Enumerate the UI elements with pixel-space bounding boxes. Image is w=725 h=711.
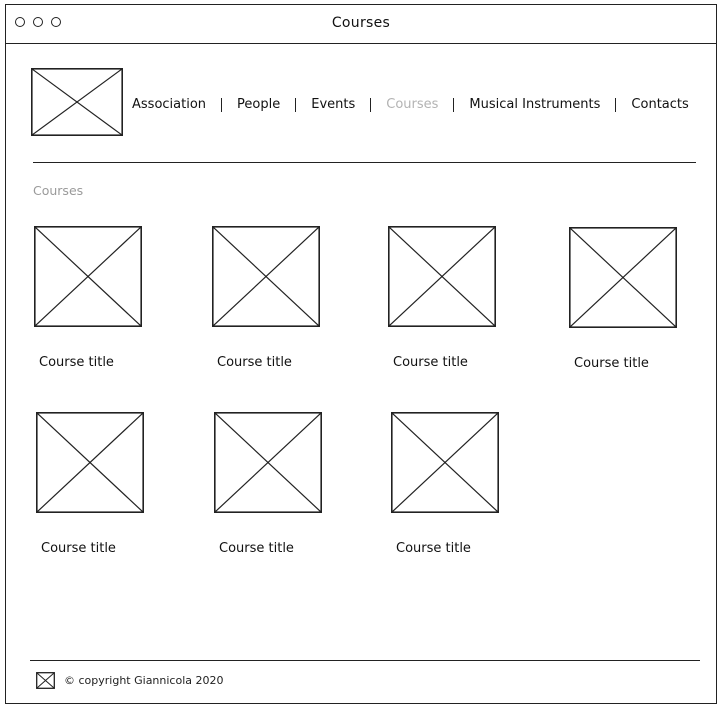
course-title[interactable]: Course title <box>39 355 114 370</box>
header-divider <box>33 162 696 163</box>
window-controls <box>15 17 61 27</box>
course-image[interactable] <box>212 226 321 328</box>
window-title: Courses <box>331 15 391 31</box>
nav-separator <box>295 97 297 112</box>
nav-item-contacts[interactable]: Contacts <box>631 97 689 112</box>
minimize-window-button[interactable] <box>33 17 43 27</box>
course-image[interactable] <box>388 226 497 328</box>
course-image[interactable] <box>214 412 323 514</box>
course-title[interactable]: Course title <box>396 541 471 556</box>
course-image[interactable] <box>34 226 143 328</box>
course-image[interactable] <box>36 412 145 514</box>
course-title[interactable]: Course title <box>393 355 468 370</box>
logo-image[interactable] <box>31 68 124 137</box>
course-title[interactable]: Course title <box>217 355 292 370</box>
nav-item-musical-instruments[interactable]: Musical Instruments <box>469 97 601 112</box>
course-image[interactable] <box>569 227 678 329</box>
footer-logo-image <box>36 672 55 689</box>
nav-separator <box>370 97 372 112</box>
maximize-window-button[interactable] <box>51 17 61 27</box>
nav-item-people[interactable]: People <box>237 97 281 112</box>
window-titlebar: Courses <box>6 5 716 44</box>
nav-item-association[interactable]: Association <box>132 97 207 112</box>
section-title: Courses <box>33 183 84 198</box>
browser-window: Courses Association People Events Course… <box>5 4 717 704</box>
footer-copyright: © copyright Giannicola 2020 <box>64 674 224 687</box>
nav-separator <box>221 97 223 112</box>
nav-item-courses[interactable]: Courses <box>386 97 439 112</box>
close-window-button[interactable] <box>15 17 25 27</box>
footer-divider <box>30 660 700 661</box>
nav-separator <box>615 97 617 112</box>
nav-item-events[interactable]: Events <box>311 97 356 112</box>
nav-separator <box>453 97 455 112</box>
course-title[interactable]: Course title <box>219 541 294 556</box>
course-image[interactable] <box>391 412 500 514</box>
main-nav: Association People Events Courses Musica… <box>132 97 689 112</box>
course-title[interactable]: Course title <box>574 356 649 371</box>
course-title[interactable]: Course title <box>41 541 116 556</box>
